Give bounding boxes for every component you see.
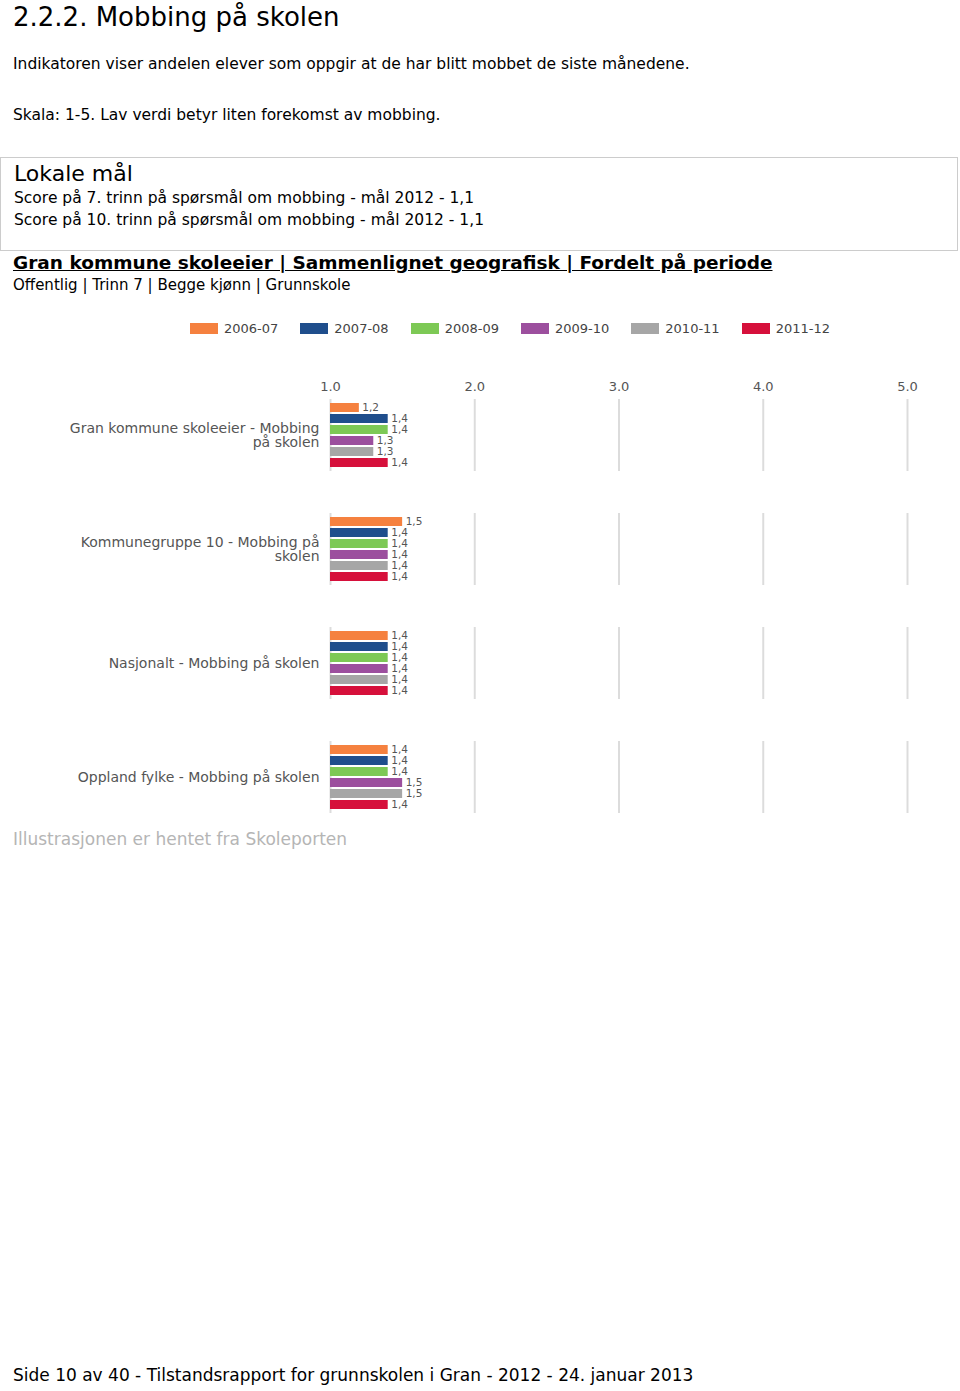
html-text:2011-12: 2011-12 (775, 321, 830, 336)
svg-text:1,4: 1,4 (391, 798, 408, 810)
html-text:2008-09: 2008-09 (444, 321, 499, 336)
html-text:Skala: 1-5. Lav verdi betyr li: Skala: 1-5. Lav verdi betyr liten foreko… (13, 106, 441, 124)
svg-text:1,4: 1,4 (391, 673, 408, 686)
html-text:Lokale mål: Lokale mål (14, 161, 133, 186)
svg-text:1,4: 1,4 (391, 570, 408, 582)
html-text:Side 10 av 40 - Tilstandsrappo: Side 10 av 40 - Tilstandsrapport for gru… (13, 1365, 694, 1385)
svg-text:1,4: 1,4 (391, 629, 408, 642)
svg-text:3.0: 3.0 (609, 379, 630, 394)
svg-text:1,5: 1,5 (406, 515, 423, 527)
svg-text:1,4: 1,4 (391, 412, 408, 425)
svg-text:1,4: 1,4 (391, 743, 408, 756)
svg-text:1,4: 1,4 (391, 765, 408, 778)
html-text:2006-07: 2006-07 (224, 321, 279, 336)
svg-text:Kommunegruppe 10 - Mobbing pås: Kommunegruppe 10 - Mobbing påskolen (81, 534, 320, 564)
svg-text:1,4: 1,4 (391, 423, 408, 435)
html-text:2009-10: 2009-10 (555, 321, 610, 336)
svg-text:1,4: 1,4 (391, 537, 408, 550)
svg-text:1,4: 1,4 (391, 662, 408, 675)
svg-text:1,4: 1,4 (391, 548, 408, 561)
html-text:Score på 10. trinn på spørsmål: Score på 10. trinn på spørsmål om mobbin… (14, 211, 484, 229)
svg-text:2.0: 2.0 (464, 379, 485, 394)
svg-text:4.0: 4.0 (753, 379, 774, 394)
html-text:2007-08: 2007-08 (334, 321, 389, 336)
svg-text:1,3: 1,3 (376, 434, 394, 447)
svg-text:1,4: 1,4 (391, 754, 408, 767)
svg-text:1,4: 1,4 (391, 651, 408, 664)
html-text:Indikatoren viser andelen elev: Indikatoren viser andelen elever som opp… (13, 55, 690, 73)
svg-text:5.0: 5.0 (897, 379, 918, 394)
svg-text:1,3: 1,3 (376, 445, 394, 458)
svg-text:1,4: 1,4 (391, 559, 408, 572)
html-text:2.2.2. Mobbing på skolen: 2.2.2. Mobbing på skolen (13, 2, 340, 32)
html-text:Offentlig | Trinn 7 | Begge kj: Offentlig | Trinn 7 | Begge kjønn | Grun… (13, 276, 351, 294)
svg-text:1,5: 1,5 (405, 776, 423, 789)
html-text:2010-11: 2010-11 (665, 321, 720, 336)
svg-text:1,4: 1,4 (391, 456, 408, 468)
svg-text:Oppland fylke - Mobbing på sko: Oppland fylke - Mobbing på skolen (78, 769, 320, 785)
html-text:Gran kommune skoleeier | Samme: Gran kommune skoleeier | Sammenlignet ge… (13, 252, 773, 273)
svg-text:1.0: 1.0 (320, 379, 341, 394)
html-text:Score på 7. trinn på spørsmål: Score på 7. trinn på spørsmål om mobbing… (14, 189, 475, 207)
svg-text:Gran kommune skoleeier - Mobbi: Gran kommune skoleeier - Mobbingpå skole… (70, 420, 320, 450)
html-text:Illustrasjonen er hentet fra S: Illustrasjonen er hentet fra Skoleporten (13, 829, 348, 849)
svg-text:1,4: 1,4 (391, 684, 408, 696)
svg-text:1,4: 1,4 (391, 526, 408, 539)
svg-text:Nasjonalt - Mobbing på skolen: Nasjonalt - Mobbing på skolen (109, 655, 320, 671)
svg-text:1,2: 1,2 (362, 401, 379, 413)
svg-text:1,4: 1,4 (391, 640, 408, 653)
svg-text:1,5: 1,5 (406, 787, 423, 799)
